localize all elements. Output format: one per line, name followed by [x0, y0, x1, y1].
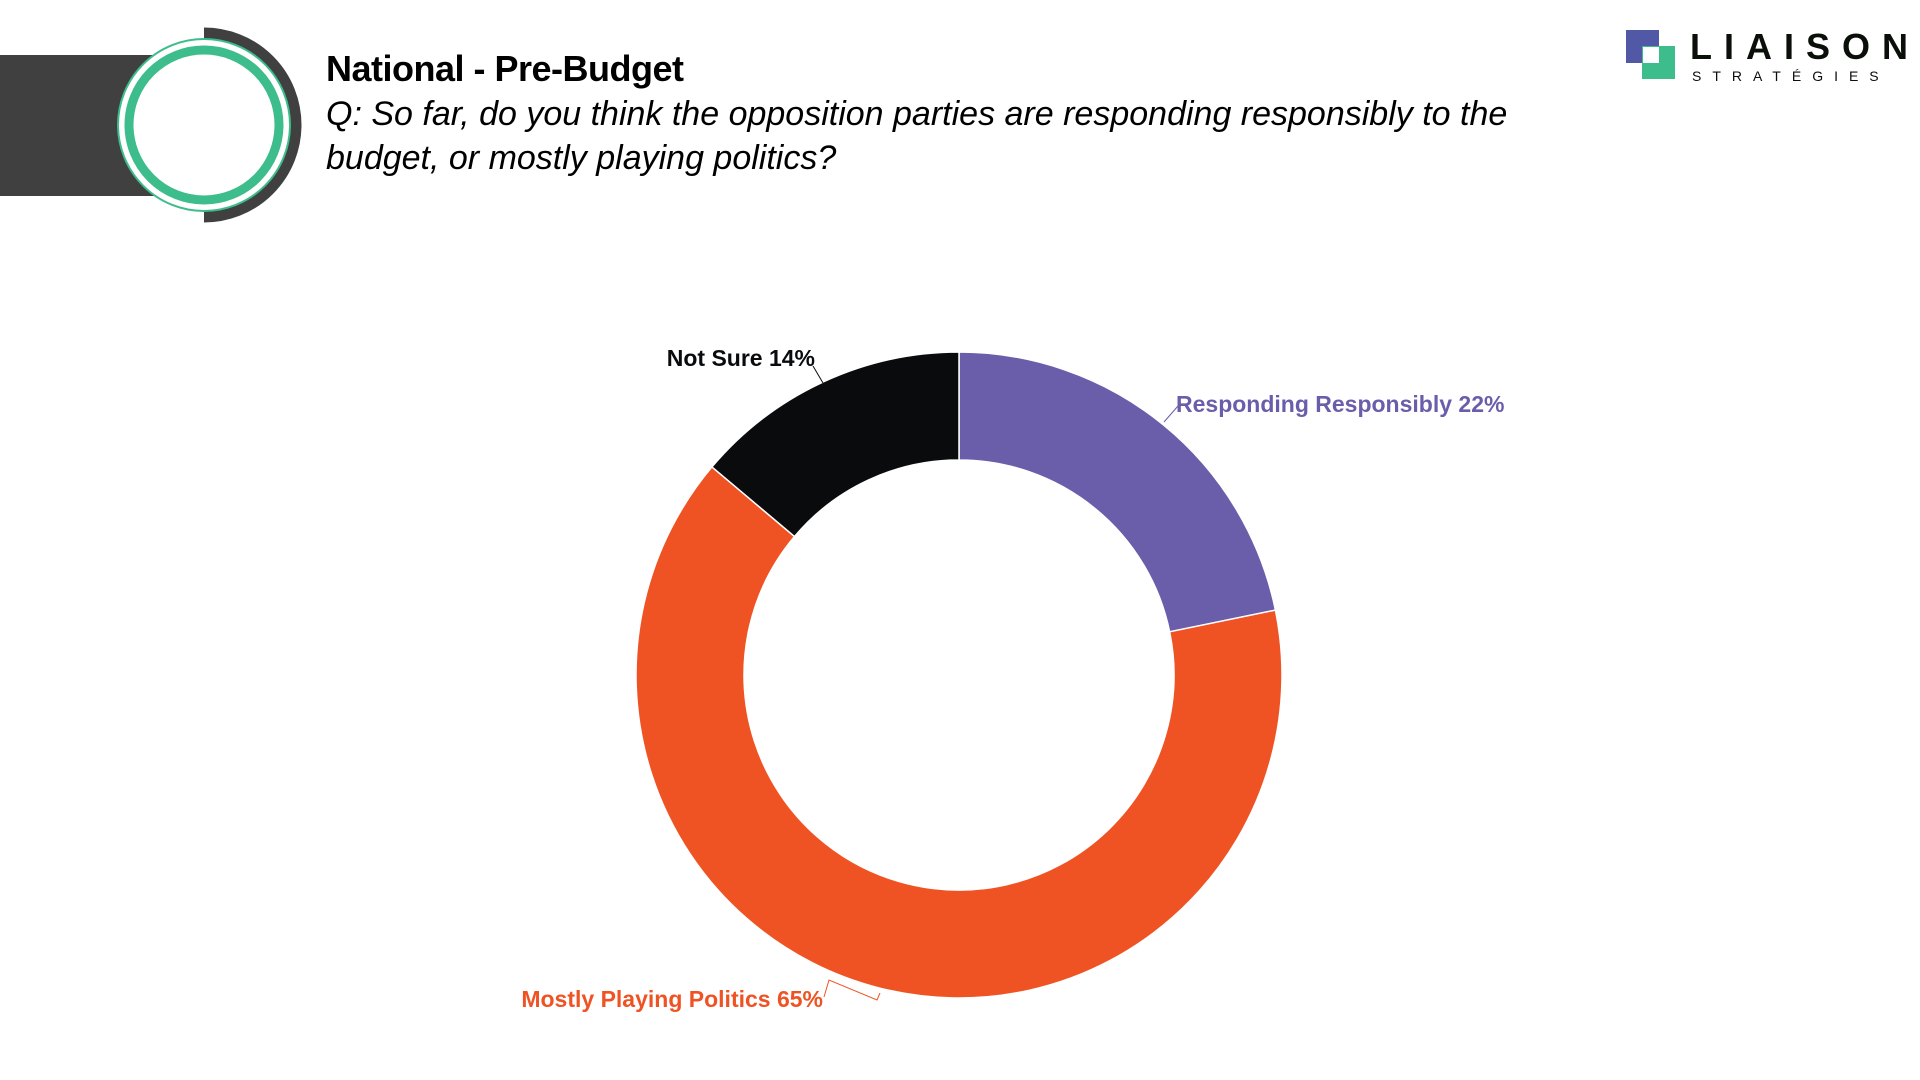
leader-line	[1163, 405, 1179, 423]
leader-line	[823, 979, 881, 1001]
logo-name: LIAISON	[1690, 26, 1920, 67]
header-ring-decoration	[117, 27, 302, 223]
logo-sub: STRATÉGIES	[1692, 68, 1890, 84]
slice-label: Mostly Playing Politics 65%	[521, 986, 823, 1012]
survey-question: Q: So far, do you think the opposition p…	[326, 95, 1508, 177]
page-title: National - Pre-Budget	[326, 48, 684, 89]
donut-slice	[635, 465, 1283, 999]
donut-slice	[958, 351, 1277, 633]
leader-line	[812, 365, 824, 384]
slice-label: Responding Responsibly 22%	[1176, 391, 1504, 417]
donut-slice	[710, 351, 960, 538]
slice-label: Not Sure 14%	[667, 345, 815, 371]
